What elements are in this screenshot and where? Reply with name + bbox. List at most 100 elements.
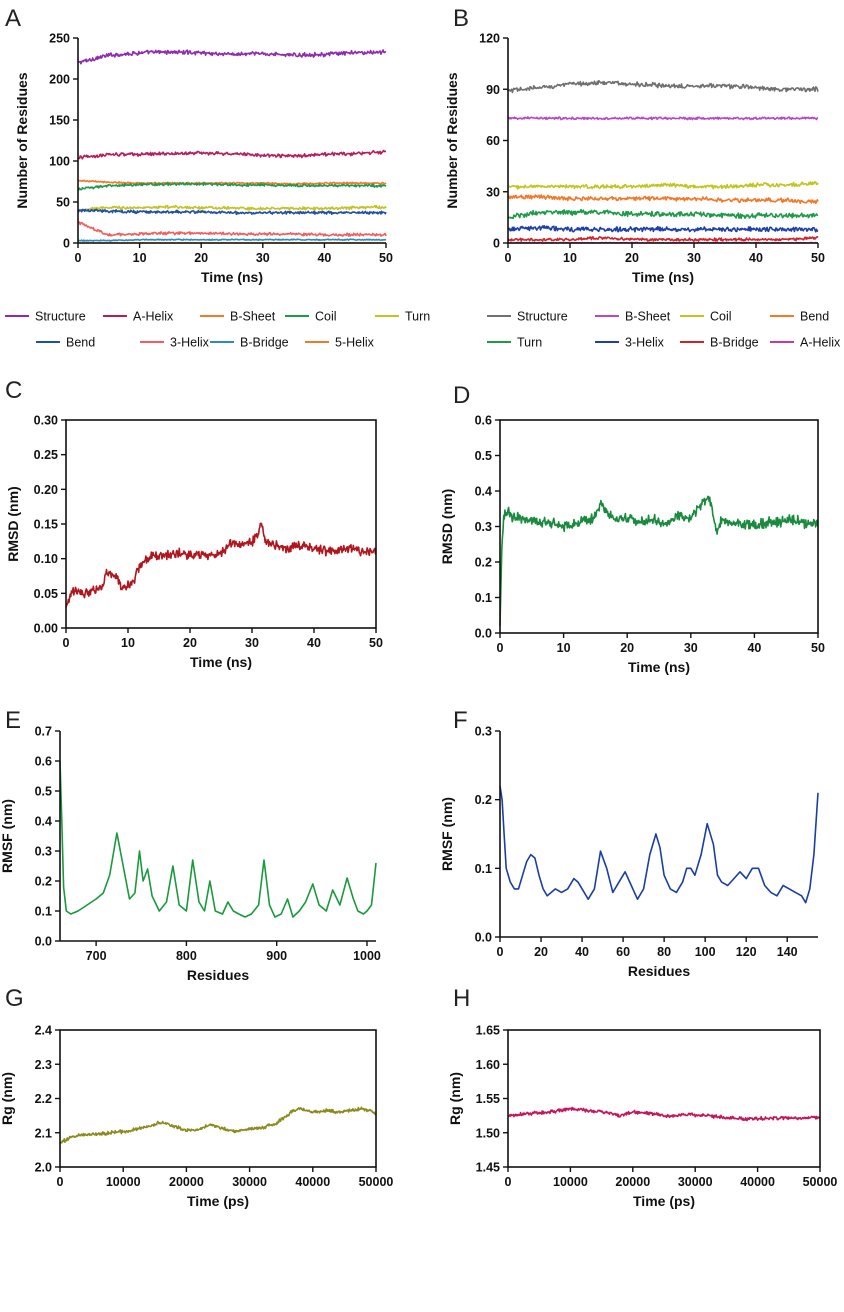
y-axis-label: RMSD (nm) bbox=[439, 489, 455, 564]
y-tick-label: 0.00 bbox=[34, 622, 58, 636]
x-tick-label: 20000 bbox=[615, 1175, 650, 1189]
y-tick-label: 0.3 bbox=[475, 725, 492, 739]
panel-f: 0.0 0.1 0.2 0.3 0 20 40 60 80 100 120 140 Residues RM… bbox=[439, 725, 819, 979]
series-line-bend bbox=[77, 208, 387, 216]
plot-frame bbox=[499, 419, 819, 634]
y-tick-label: 2.4 bbox=[35, 1024, 52, 1038]
panel-c: 0.00 0.05 0.10 0.15 0.20 0.25 0.30 0 10 20 30 40 50 T… bbox=[5, 414, 383, 671]
y-axis-label: RMSF (nm) bbox=[439, 797, 455, 871]
series-line-turn bbox=[507, 208, 819, 220]
x-tick-label: 0 bbox=[505, 251, 512, 265]
x-tick-label: 50 bbox=[369, 636, 383, 650]
series-line-rmsd bbox=[499, 495, 819, 626]
x-tick-label: 80 bbox=[657, 945, 671, 959]
x-tick-label: 800 bbox=[176, 949, 197, 963]
y-tick-label: 0.7 bbox=[35, 725, 52, 739]
x-tick-label: 120 bbox=[736, 945, 757, 959]
legend-label: B-Sheet bbox=[230, 310, 276, 324]
panel-letter-d: D bbox=[453, 382, 470, 409]
y-tick-label: 0.1 bbox=[35, 905, 52, 919]
panel-letter-e: E bbox=[5, 707, 21, 734]
x-tick-label: 900 bbox=[266, 949, 287, 963]
y-tick-label: 150 bbox=[49, 114, 70, 128]
y-tick-label: 1.45 bbox=[476, 1161, 500, 1175]
legend-label: 5-Helix bbox=[335, 336, 375, 350]
x-tick-label: 40000 bbox=[295, 1175, 330, 1189]
x-tick-label: 40 bbox=[317, 251, 331, 265]
plot-frame bbox=[59, 1029, 377, 1168]
panel-e: 0.0 0.1 0.2 0.3 0.4 0.5 0.6 0.7 700 800 900 1000 Res… bbox=[0, 725, 381, 984]
legend-label: Coil bbox=[315, 310, 337, 324]
y-axis-label: Rg (nm) bbox=[0, 1072, 15, 1125]
y-tick-label: 2.3 bbox=[35, 1058, 52, 1072]
legend-label: 3-Helix bbox=[625, 336, 665, 350]
y-tick-label: 0 bbox=[493, 237, 500, 251]
x-tick-label: 30 bbox=[687, 251, 701, 265]
x-axis-label: Time (ns) bbox=[632, 269, 694, 285]
series-line-coil bbox=[507, 181, 819, 190]
y-tick-label: 0 bbox=[63, 237, 70, 251]
panel-b: 0 30 60 90 120 0 10 20 30 40 50 Time (ns) Number of … bbox=[444, 32, 841, 350]
x-tick-label: 60 bbox=[616, 945, 630, 959]
y-axis-label: Number of Residues bbox=[14, 72, 30, 208]
x-tick-label: 140 bbox=[777, 945, 798, 959]
y-tick-label: 2.1 bbox=[35, 1126, 52, 1140]
y-tick-label: 0.6 bbox=[475, 414, 492, 428]
x-tick-label: 0 bbox=[497, 945, 504, 959]
legend-label: Turn bbox=[517, 336, 542, 350]
legend-label: Coil bbox=[710, 310, 732, 324]
x-tick-label: 10 bbox=[557, 641, 571, 655]
x-tick-label: 30 bbox=[256, 251, 270, 265]
x-axis-label: Time (ps) bbox=[187, 1193, 249, 1209]
panel-d: 0.0 0.1 0.2 0.3 0.4 0.5 0.6 0 10 20 30 40 50 Time (ns… bbox=[439, 414, 825, 676]
series-line-rmsd bbox=[65, 522, 377, 608]
y-tick-label: 0.2 bbox=[475, 556, 492, 570]
legend-label: 3-Helix bbox=[170, 336, 210, 350]
panel-a: 0 50 100 150 200 250 0 10 20 30 40 50 Time (ns) Numbe… bbox=[5, 32, 430, 350]
legend-label: Structure bbox=[35, 310, 86, 324]
y-tick-label: 0.20 bbox=[34, 483, 58, 497]
y-tick-label: 0.4 bbox=[35, 815, 52, 829]
y-tick-label: 250 bbox=[49, 32, 70, 46]
x-tick-label: 40 bbox=[747, 641, 761, 655]
x-axis-label: Time (ns) bbox=[190, 654, 252, 670]
y-tick-label: 0.1 bbox=[475, 591, 492, 605]
y-tick-label: 0.0 bbox=[35, 935, 52, 949]
legend-label: A-Helix bbox=[800, 336, 841, 350]
y-tick-label: 0.0 bbox=[475, 627, 492, 641]
y-tick-label: 0.2 bbox=[35, 875, 52, 889]
series-line-turn bbox=[77, 204, 387, 212]
series-line-3-helix bbox=[77, 221, 387, 237]
y-tick-label: 50 bbox=[56, 196, 70, 210]
series-line-rmsf bbox=[499, 785, 819, 904]
x-tick-label: 40000 bbox=[740, 1175, 775, 1189]
x-tick-label: 40 bbox=[307, 636, 321, 650]
x-tick-label: 20 bbox=[534, 945, 548, 959]
x-tick-label: 0 bbox=[75, 251, 82, 265]
x-tick-label: 50000 bbox=[803, 1175, 838, 1189]
legend-label: Bend bbox=[66, 336, 95, 350]
y-tick-label: 0.15 bbox=[34, 518, 58, 532]
y-tick-label: 2.0 bbox=[35, 1161, 52, 1175]
x-tick-label: 100 bbox=[695, 945, 716, 959]
x-tick-label: 50 bbox=[379, 251, 393, 265]
x-tick-label: 0 bbox=[497, 641, 504, 655]
panel-letter-g: G bbox=[5, 985, 24, 1012]
legend-label: Bend bbox=[800, 310, 829, 324]
x-tick-label: 10 bbox=[121, 636, 135, 650]
y-tick-label: 2.2 bbox=[35, 1092, 52, 1106]
series-line-structure bbox=[77, 49, 387, 65]
x-tick-label: 10 bbox=[133, 251, 147, 265]
y-axis-label: Rg (nm) bbox=[447, 1072, 463, 1125]
series-line-rmsf bbox=[59, 760, 377, 918]
y-tick-label: 60 bbox=[486, 134, 500, 148]
x-tick-label: 50 bbox=[811, 251, 825, 265]
series-line-b-sheet bbox=[507, 116, 819, 121]
y-axis-label: Number of Residues bbox=[444, 72, 460, 208]
series-line-a-helix bbox=[77, 149, 387, 160]
x-tick-label: 30000 bbox=[232, 1175, 267, 1189]
panel-h: 1.45 1.50 1.55 1.60 1.65 0 10000 20000 30000 4000… bbox=[447, 1024, 837, 1210]
panel-letter-f: F bbox=[453, 707, 468, 734]
panel-letter-c: C bbox=[5, 377, 22, 404]
y-tick-label: 0.0 bbox=[475, 931, 492, 945]
